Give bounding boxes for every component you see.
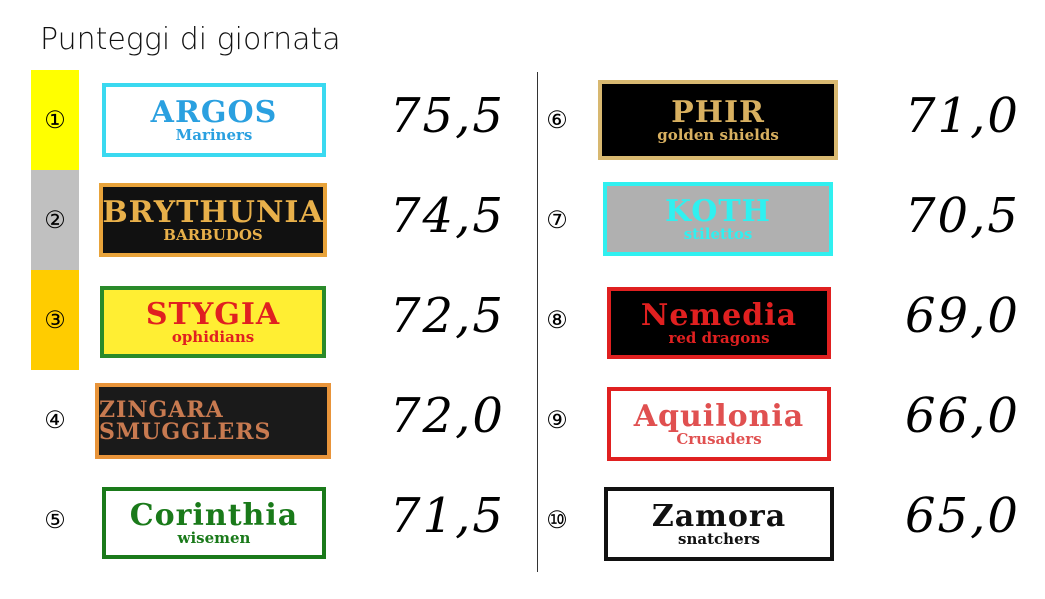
team-name: Zamora	[651, 498, 787, 534]
team-logo: STYGIA ophidians	[100, 286, 326, 358]
team-logo: Nemedia red dragons	[607, 287, 831, 359]
rank-badge: ④	[44, 406, 66, 434]
team-subtitle: wisemen	[177, 528, 251, 547]
team-subtitle: snatchers	[678, 529, 760, 548]
team-score: 72,5	[390, 288, 505, 344]
rank-badge: ③	[31, 270, 79, 370]
rank-badge: ②	[31, 170, 79, 270]
rank-badge: ⑧	[546, 306, 568, 334]
rank-badge: ⑩	[546, 506, 568, 534]
column-divider	[537, 72, 538, 572]
team-logo: PHIR golden shields	[598, 80, 838, 160]
team-name: PHIR	[671, 94, 765, 130]
team-logo: Zamora snatchers	[604, 487, 834, 561]
team-name: Nemedia	[640, 297, 798, 333]
team-logo: Aquilonia Crusaders	[607, 387, 831, 461]
rank-badge: ①	[31, 70, 79, 170]
team-logo: ZINGARA SMUGGLERS	[95, 383, 331, 459]
team-subtitle: Crusaders	[676, 429, 762, 448]
page-title: Punteggi di giornata	[40, 22, 341, 57]
team-score: 66,0	[905, 388, 1020, 444]
team-subtitle: golden shields	[657, 125, 779, 144]
team-name: BRYTHUNIA	[102, 194, 324, 230]
team-name: Corinthia	[129, 497, 299, 533]
team-score: 71,0	[905, 88, 1020, 144]
team-logo: ARGOS Mariners	[102, 83, 326, 157]
team-name: ARGOS	[150, 94, 278, 130]
team-subtitle: ophidians	[171, 327, 255, 346]
team-name: ZINGARA SMUGGLERS	[99, 397, 272, 445]
rank-badge: ⑨	[546, 406, 568, 434]
rank-badge: ⑦	[546, 206, 568, 234]
team-score: 72,0	[390, 388, 505, 444]
team-subtitle: Mariners	[175, 125, 253, 144]
team-name: Aquilonia	[633, 398, 805, 434]
team-score: 69,0	[905, 288, 1020, 344]
team-logo: KOTH stilettos	[603, 182, 833, 256]
team-logo: BRYTHUNIA BARBUDOS	[99, 183, 327, 257]
team-score: 71,5	[390, 488, 505, 544]
team-score: 65,0	[905, 488, 1020, 544]
team-subtitle: stilettos	[683, 224, 753, 243]
team-score: 75,5	[390, 88, 505, 144]
rank-badge: ⑥	[546, 106, 568, 134]
team-subtitle: red dragons	[668, 328, 770, 347]
team-name: STYGIA	[145, 296, 281, 332]
team-name: KOTH	[664, 193, 772, 229]
team-subtitle: BARBUDOS	[163, 225, 263, 244]
team-score: 74,5	[390, 188, 505, 244]
team-score: 70,5	[905, 188, 1020, 244]
rank-badge: ⑤	[44, 506, 66, 534]
team-logo: Corinthia wisemen	[102, 487, 326, 559]
